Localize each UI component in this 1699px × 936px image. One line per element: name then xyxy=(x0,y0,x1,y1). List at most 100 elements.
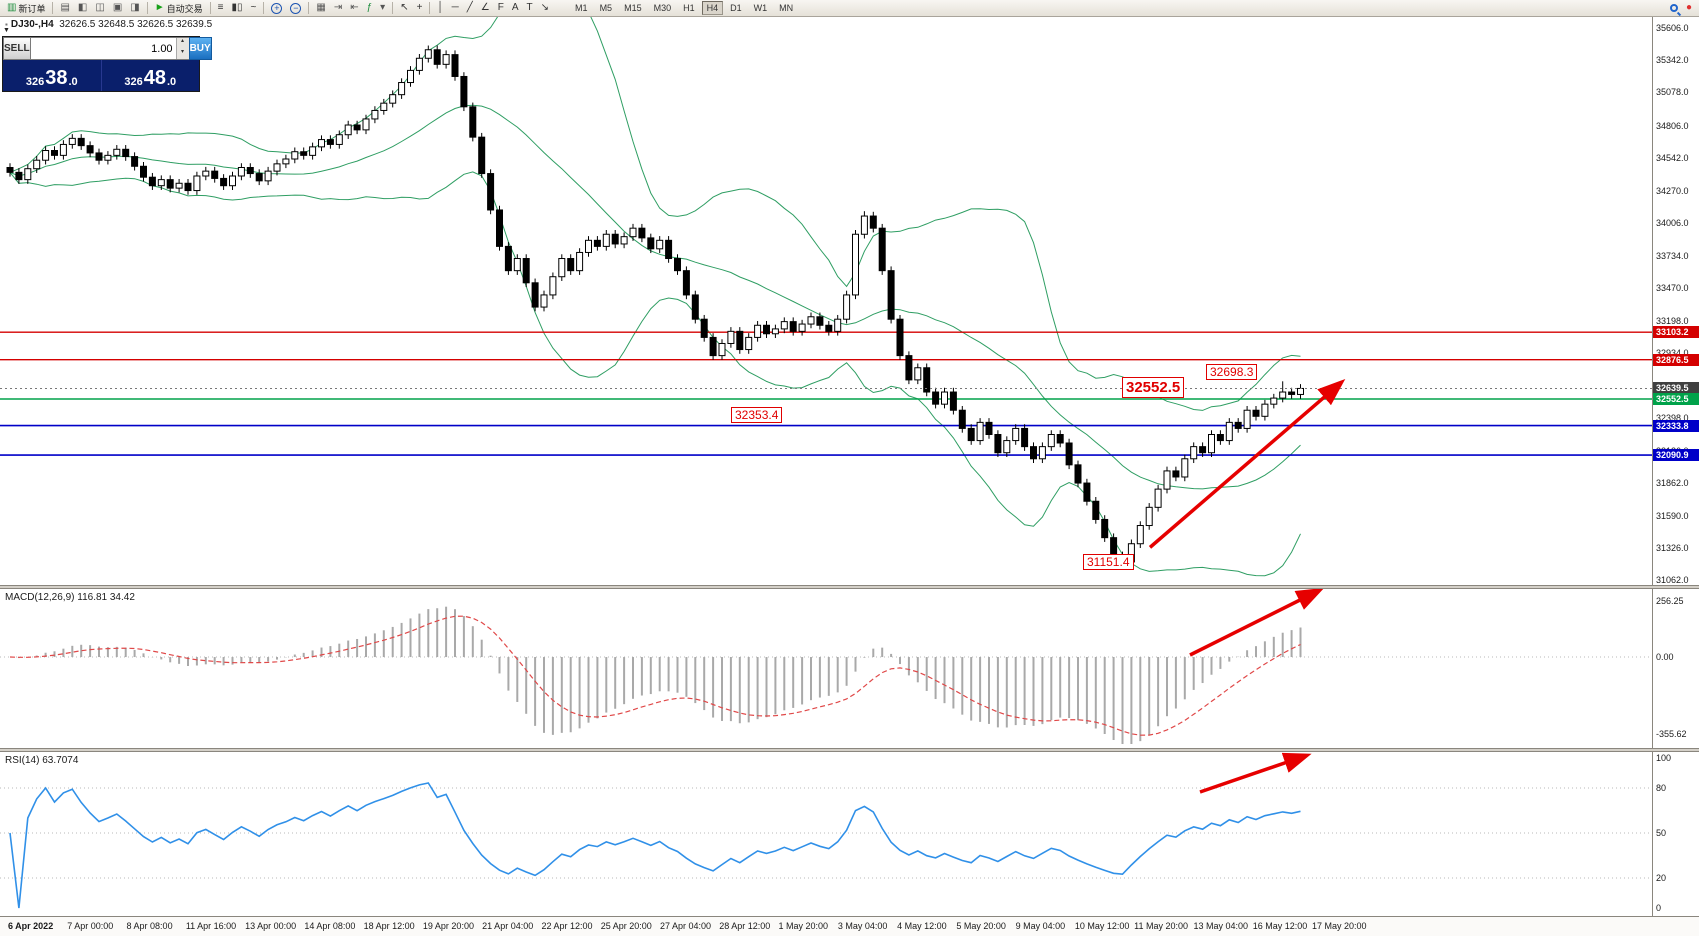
market-watch-icon[interactable]: ▤ xyxy=(57,1,72,15)
crosshair-button[interactable]: + xyxy=(414,1,426,15)
rsi-axis-label: 50 xyxy=(1656,828,1667,838)
navigator-icon-icon: ◫ xyxy=(95,2,105,13)
trade-panel-collapse-icon[interactable]: ▼ xyxy=(3,27,10,34)
new-order-icon: ▥ xyxy=(7,2,17,13)
volume-input[interactable] xyxy=(30,38,176,59)
timeframe-w1-button[interactable]: W1 xyxy=(749,1,773,15)
cursor-button[interactable]: ↖ xyxy=(397,1,411,15)
line-chart-button[interactable]: ~ xyxy=(248,1,260,15)
sell-price-display[interactable]: 326 38.0 xyxy=(3,60,101,91)
price-axis[interactable]: 35606.0 35342.0 35078.0 34806.0 34542.0 34270… xyxy=(1653,0,1699,916)
buy-button[interactable]: BUY xyxy=(188,37,212,60)
rsi-axis-label: 80 xyxy=(1656,783,1667,793)
time-axis-label: 25 Apr 20:00 xyxy=(600,921,652,931)
timeframe-m5-button[interactable]: M5 xyxy=(595,1,618,15)
trendline-button[interactable]: ╱ xyxy=(464,1,476,15)
text-button[interactable]: A xyxy=(509,1,522,15)
record-icon: ● xyxy=(1685,2,1692,13)
autotrading-icon: ► xyxy=(154,2,165,13)
time-axis-label: 13 May 04:00 xyxy=(1193,921,1248,931)
symbol-header: ▪ DJ30-,H4 32626.5 32648.5 32626.5 32639.… xyxy=(5,19,212,30)
text-icon: A xyxy=(511,2,519,13)
bar-chart-button[interactable]: ≡ xyxy=(215,1,227,15)
rsi-chart-canvas[interactable] xyxy=(0,752,1652,916)
toolbar-separator xyxy=(392,2,394,14)
time-axis-label: 6 Apr 2022 xyxy=(8,921,54,931)
zoom-out-icon: − xyxy=(290,2,302,14)
candlestick-chart-button[interactable]: ▮▯ xyxy=(229,1,246,15)
record-icon[interactable]: ● xyxy=(1683,1,1695,15)
indicators-icon: ƒ xyxy=(366,2,373,13)
timeframe-h4-button[interactable]: H4 xyxy=(701,1,724,15)
toolbar-separator xyxy=(263,2,265,14)
main-chart-canvas[interactable] xyxy=(0,17,1652,585)
new-order-button[interactable]: ▥ 新订单 xyxy=(4,1,48,15)
time-axis-label: 17 May 20:00 xyxy=(1312,921,1367,931)
vertical-line-button[interactable]: │ xyxy=(434,1,446,15)
time-axis[interactable]: 6 Apr 2022 7 Apr 00:00 8 Apr 08:00 11 Apr 1… xyxy=(0,917,1699,936)
pane-separator[interactable] xyxy=(0,585,1699,589)
ohlc-values: 32626.5 32648.5 32626.5 32639.5 xyxy=(59,19,213,30)
channel-button[interactable]: ∠ xyxy=(478,1,493,15)
price-annotation: 32552.5 xyxy=(1122,377,1185,398)
buy-price-display[interactable]: 326 48.0 xyxy=(100,60,200,91)
rsi-header: RSI(14) 63.7074 xyxy=(5,755,79,766)
rsi-axis-label: 20 xyxy=(1656,873,1667,883)
toolbar: ▥ 新订单 ▤ ◧ ◫ ▣ ◨ ► 自动交易 ≡ ▮▯ ~ + − ▦ ⇥ ⇤ ƒ ▾ ↖ + │ ─ ╱ ∠ F A T ↘ M1 M5 M… xyxy=(0,0,1699,17)
sell-button[interactable]: SELL xyxy=(3,37,31,60)
label-button[interactable]: T xyxy=(524,1,536,15)
arrows-button[interactable]: ↘ xyxy=(538,1,552,15)
rsi-axis: 100 80 50 20 0 xyxy=(1653,0,1699,916)
search-button[interactable] xyxy=(1667,1,1681,15)
autotrading-button[interactable]: ► 自动交易 xyxy=(152,1,206,15)
volume-increase-button[interactable]: ▴ xyxy=(176,38,189,49)
navigator-icon[interactable]: ◫ xyxy=(92,1,107,15)
autotrading-button-label: 自动交易 xyxy=(166,3,203,14)
price-tick-label: 34006.0 xyxy=(1656,217,1689,228)
volume-decrease-button[interactable]: ▾ xyxy=(176,48,189,59)
chart-shift-button[interactable]: ⇤ xyxy=(347,1,361,15)
channel-icon: ∠ xyxy=(480,2,490,13)
price-level-tag: 32876.5 xyxy=(1653,353,1699,366)
time-axis-separator xyxy=(0,916,1699,917)
macd-axis: 256.25 0.00 -355.62 xyxy=(1653,0,1699,916)
price-tick-label: 32398.0 xyxy=(1656,412,1689,423)
zoom-in-button[interactable]: + xyxy=(268,1,285,15)
price-tick-label: 33470.0 xyxy=(1656,282,1689,293)
toolbar-right-group: ● xyxy=(1666,1,1696,15)
toolbar-separator xyxy=(209,2,211,14)
timeframe-m15-button[interactable]: M15 xyxy=(619,1,647,15)
timeframe-m1-button[interactable]: M1 xyxy=(570,1,593,15)
timeframe-mn-button[interactable]: MN xyxy=(774,1,798,15)
terminal-icon-icon: ▣ xyxy=(112,2,123,13)
buy-price-suf: .0 xyxy=(166,76,177,88)
time-axis-label: 3 May 04:00 xyxy=(837,921,888,931)
templates-button[interactable]: ▾ xyxy=(377,1,388,15)
strategy-tester-icon[interactable]: ◨ xyxy=(127,1,142,15)
time-axis-label: 22 Apr 12:00 xyxy=(541,921,593,931)
timeframe-d1-button[interactable]: D1 xyxy=(725,1,747,15)
zoom-out-button[interactable]: − xyxy=(287,1,304,15)
data-window-icon[interactable]: ◧ xyxy=(75,1,90,15)
toolbar-separator xyxy=(52,2,54,14)
bar-chart-icon: ≡ xyxy=(217,2,224,13)
timeframe-m30-button[interactable]: M30 xyxy=(649,1,677,15)
timeframe-h1-button[interactable]: H1 xyxy=(678,1,700,15)
buy-price-pre: 326 xyxy=(124,76,143,88)
fibonacci-icon: F xyxy=(497,2,504,13)
macd-axis-label: -355.62 xyxy=(1656,729,1687,740)
trendline-icon: ╱ xyxy=(466,2,473,13)
macd-header: MACD(12,26,9) 116.81 34.42 xyxy=(5,592,135,603)
auto-scroll-button[interactable]: ⇥ xyxy=(331,1,345,15)
price-tick-label: 31326.0 xyxy=(1656,542,1689,553)
macd-chart-canvas[interactable] xyxy=(0,589,1652,748)
tile-windows-icon[interactable]: ▦ xyxy=(313,1,328,15)
price-tick-label: 35606.0 xyxy=(1656,23,1689,34)
pane-separator[interactable] xyxy=(0,748,1699,752)
fibonacci-button[interactable]: F xyxy=(495,1,507,15)
horizontal-line-button[interactable]: ─ xyxy=(449,1,462,15)
indicators-button[interactable]: ƒ xyxy=(364,1,376,15)
buy-price-big: 48 xyxy=(143,67,166,89)
macd-axis-label: 256.25 xyxy=(1656,596,1684,607)
terminal-icon[interactable]: ▣ xyxy=(110,1,125,15)
